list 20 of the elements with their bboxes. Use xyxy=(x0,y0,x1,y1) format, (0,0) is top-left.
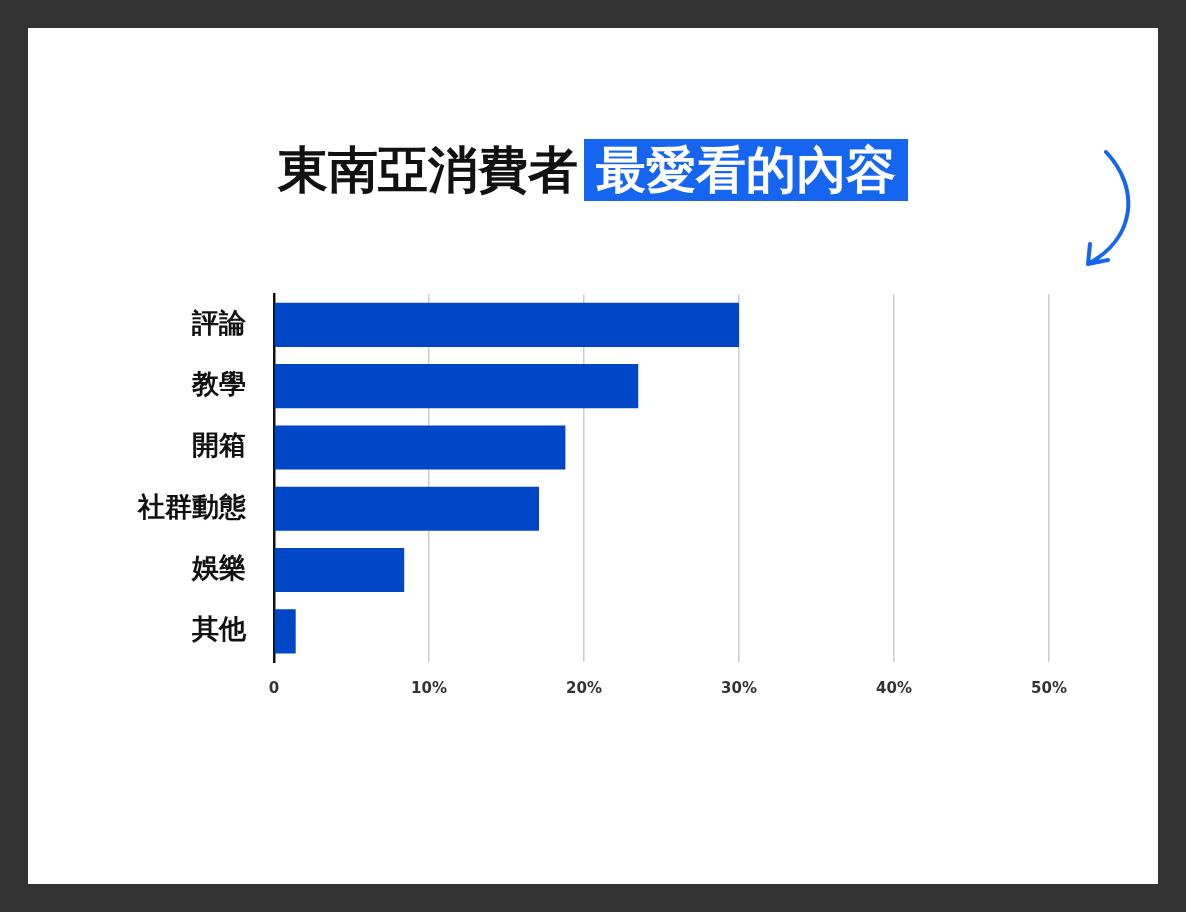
y-tick-label: 開箱 xyxy=(192,429,246,461)
x-tick-label: 20% xyxy=(566,678,602,697)
bar xyxy=(274,547,405,593)
y-tick-label: 其他 xyxy=(191,613,247,645)
bar xyxy=(274,425,566,470)
x-tick-label: 50% xyxy=(1031,678,1067,697)
chart-title: 東南亞消費者 xyxy=(278,141,578,199)
x-tick-label: 30% xyxy=(721,678,757,697)
y-tick-label: 娛樂 xyxy=(191,552,246,584)
bar xyxy=(274,486,540,531)
x-tick-label: 10% xyxy=(411,678,447,697)
bar xyxy=(274,364,639,409)
bar xyxy=(274,609,296,654)
chart-subtitle: 最愛看的內容 xyxy=(584,139,908,201)
bar xyxy=(274,302,739,347)
y-tick-label: 評論 xyxy=(191,306,247,338)
x-tick-label: 40% xyxy=(876,678,912,697)
x-tick-label: 0 xyxy=(268,678,280,697)
y-tick-label: 社群動態 xyxy=(137,490,247,522)
y-tick-label: 教學 xyxy=(191,368,246,400)
